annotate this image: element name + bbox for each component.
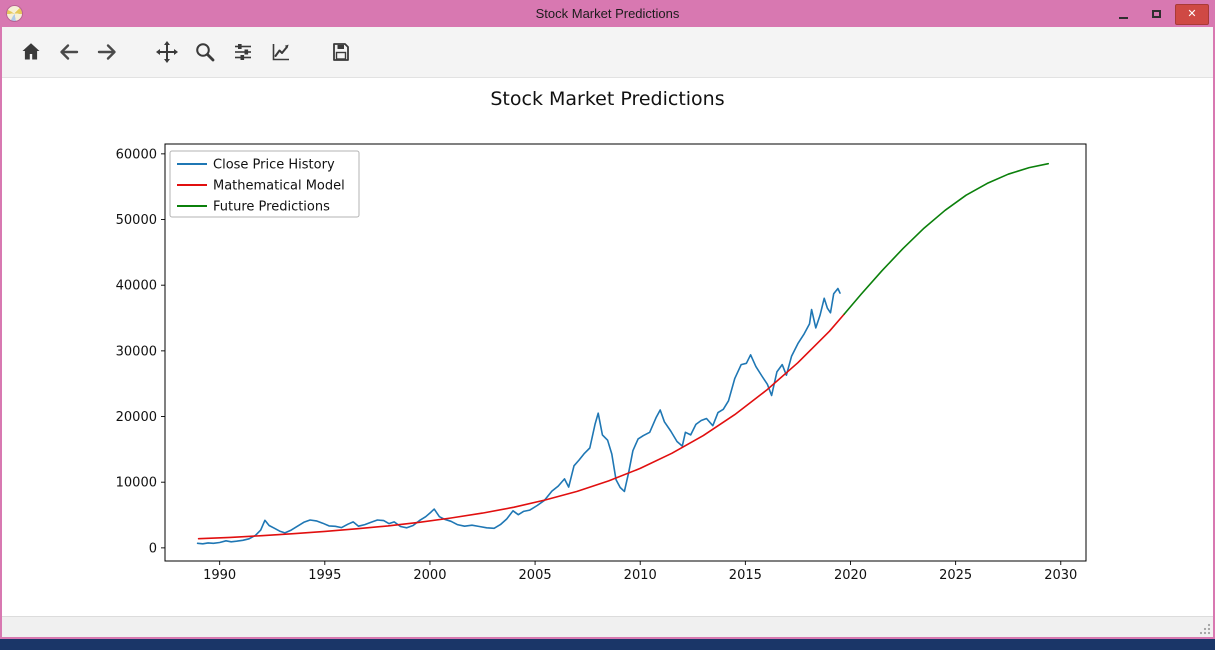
figure-canvas: Stock Market Predictions 1990 1995 2000 200… xyxy=(2,78,1213,616)
chart-title: Stock Market Predictions xyxy=(490,88,725,110)
maximize-icon xyxy=(1151,9,1161,18)
y-tick-label: 40000 xyxy=(116,279,157,294)
navigation-toolbar xyxy=(2,27,1213,78)
home-button[interactable] xyxy=(12,33,50,71)
titlebar[interactable]: Stock Market Predictions ✕ xyxy=(0,0,1215,27)
magnifier-icon xyxy=(196,43,215,62)
x-tick-label: 2030 xyxy=(1044,568,1077,583)
save-button[interactable] xyxy=(322,33,360,71)
floppy-icon xyxy=(333,43,349,61)
back-button[interactable] xyxy=(50,33,88,71)
zoom-button[interactable] xyxy=(186,33,224,71)
window-controls: ✕ xyxy=(1109,4,1209,25)
y-tick-label: 20000 xyxy=(116,410,157,425)
x-tick-label: 2015 xyxy=(729,568,762,583)
pan-button[interactable] xyxy=(148,33,186,71)
statusbar xyxy=(2,616,1213,637)
legend-label: Future Predictions xyxy=(213,200,330,215)
y-tick-label: 30000 xyxy=(116,344,157,359)
minimize-icon xyxy=(1118,16,1128,19)
legend-box xyxy=(169,150,360,218)
x-tick-label: 2000 xyxy=(413,568,446,583)
chart-icon xyxy=(272,44,289,61)
resize-grip[interactable] xyxy=(1197,621,1211,635)
arrow-left-icon xyxy=(60,44,79,60)
configure-subplots-button[interactable] xyxy=(224,33,262,71)
window-title: Stock Market Predictions xyxy=(535,6,680,21)
y-tick-label: 10000 xyxy=(116,476,157,491)
x-tick-label: 2010 xyxy=(624,568,657,583)
x-tick-label: 1990 xyxy=(203,568,236,583)
plot-area[interactable]: 1990 1995 2000 2005 2010 2015 2020 2025 2030 0 100… xyxy=(2,78,1213,618)
x-tick-label: 1995 xyxy=(308,568,341,583)
y-tick-label: 0 xyxy=(149,541,157,556)
window-content: Stock Market Predictions 1990 1995 2000 200… xyxy=(2,27,1213,637)
series-close-price-history xyxy=(196,287,841,545)
legend-label: Close Price History xyxy=(213,158,335,173)
move-icon xyxy=(156,41,178,63)
home-icon xyxy=(22,43,40,60)
edit-axes-button[interactable] xyxy=(262,33,300,71)
series-mathematical-model xyxy=(197,313,846,540)
forward-button[interactable] xyxy=(88,33,126,71)
legend-label: Mathematical Model xyxy=(213,179,345,194)
minimize-button[interactable] xyxy=(1109,4,1137,23)
desktop-background xyxy=(0,639,1215,650)
x-tick-label: 2020 xyxy=(834,568,867,583)
y-tick-label: 60000 xyxy=(116,147,157,162)
maximize-button[interactable] xyxy=(1142,4,1170,23)
series-future-predictions xyxy=(843,162,1049,315)
sliders-icon xyxy=(235,44,251,60)
x-tick-label: 2025 xyxy=(939,568,972,583)
x-tick-label: 2005 xyxy=(519,568,552,583)
close-icon: ✕ xyxy=(1187,8,1197,20)
arrow-right-icon xyxy=(97,44,116,60)
close-button[interactable]: ✕ xyxy=(1175,4,1209,25)
matplotlib-logo-icon xyxy=(7,6,22,21)
y-tick-label: 50000 xyxy=(116,213,157,228)
